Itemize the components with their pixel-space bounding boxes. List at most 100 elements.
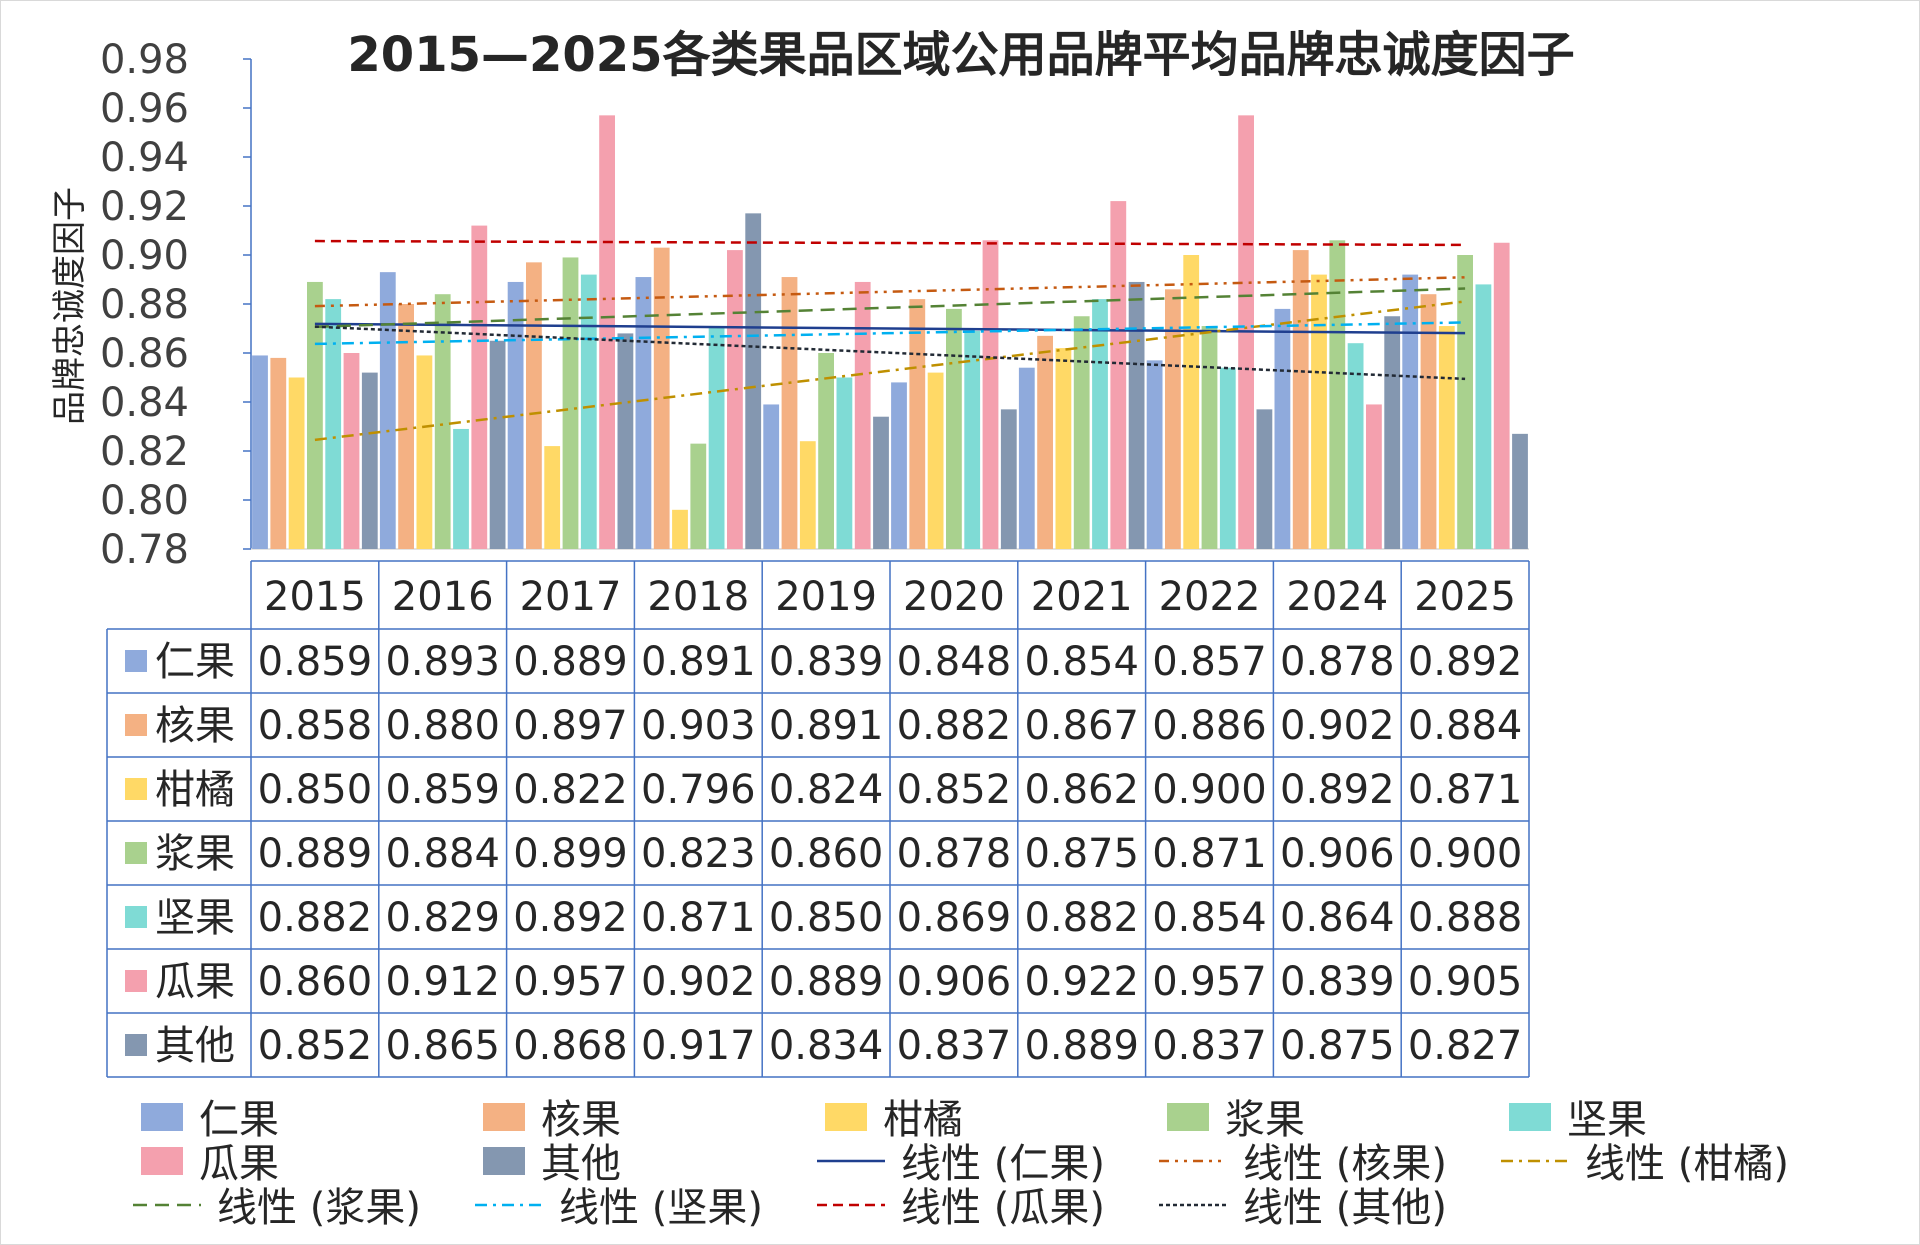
bar-坚果-2017 <box>580 274 597 549</box>
bar-瓜果-2015 <box>343 353 360 549</box>
trendline-浆果 <box>314 287 1466 329</box>
bar-柑橘-2022 <box>1183 255 1200 549</box>
table-cell: 0.852 <box>897 767 1012 813</box>
y-tick-label: 0.82 <box>100 429 189 475</box>
bar-浆果-2022 <box>1201 326 1218 549</box>
bar-瓜果-2020 <box>982 240 999 550</box>
bar-仁果-2018 <box>635 277 652 549</box>
legend-label: 柑橘 <box>883 1097 963 1143</box>
legend-swatch-瓜果 <box>141 1147 183 1175</box>
legend-label: 线性 (其他) <box>1243 1185 1447 1231</box>
y-tick-label: 0.96 <box>100 86 189 132</box>
y-tick-label: 0.84 <box>100 380 189 426</box>
table-row-key <box>125 970 147 992</box>
table-row-key <box>125 650 147 672</box>
bar-仁果-2025 <box>1402 274 1419 549</box>
bar-其他-2025 <box>1512 433 1528 549</box>
bar-核果-2025 <box>1420 294 1437 549</box>
y-tick-label: 0.90 <box>100 233 189 279</box>
table-cell: 0.871 <box>1152 831 1267 877</box>
table-cell: 0.899 <box>513 831 628 877</box>
bar-核果-2019 <box>781 277 798 549</box>
bar-瓜果-2017 <box>599 115 615 549</box>
table-cell: 0.882 <box>258 895 373 941</box>
bar-浆果-2024 <box>1329 240 1346 550</box>
table-cell: 0.854 <box>1152 895 1267 941</box>
bar-瓜果-2018 <box>727 250 743 549</box>
bar-柑橘-2015 <box>288 377 305 549</box>
table-cell: 0.859 <box>385 767 500 813</box>
table-cell: 0.860 <box>258 959 373 1005</box>
legend-swatch-仁果 <box>141 1103 183 1131</box>
table-header-cell: 2022 <box>1159 574 1261 620</box>
table-cell: 0.878 <box>897 831 1012 877</box>
table-cell: 0.892 <box>1280 767 1395 813</box>
table-cell: 0.796 <box>641 767 756 813</box>
table-cell: 0.906 <box>897 959 1012 1005</box>
bar-其他-2016 <box>489 340 506 549</box>
table-cell: 0.862 <box>1024 767 1139 813</box>
y-tick-label: 0.86 <box>100 331 189 377</box>
bar-其他-2022 <box>1256 409 1273 549</box>
table-cell: 0.850 <box>258 767 373 813</box>
trendline-瓜果 <box>314 239 1466 247</box>
table-cell: 0.889 <box>258 831 373 877</box>
table-cell: 0.824 <box>769 767 884 813</box>
bar-仁果-2016 <box>379 272 396 549</box>
legend-label: 坚果 <box>1567 1097 1647 1143</box>
chart-title: 2015—2025各类果品区域公用品牌平均品牌忠诚度因子 <box>347 27 1574 83</box>
table-cell: 0.869 <box>897 895 1012 941</box>
bar-坚果-2020 <box>964 330 981 549</box>
bar-其他-2017 <box>617 333 634 549</box>
table-cell: 0.891 <box>769 703 884 749</box>
table-row-label: 其他 <box>155 1023 235 1069</box>
table-cell: 0.834 <box>769 1023 884 1069</box>
table-header-cell: 2019 <box>775 574 877 620</box>
bar-浆果-2018 <box>690 443 707 549</box>
trendline-其他 <box>314 325 1466 381</box>
bar-柑橘-2025 <box>1438 326 1455 549</box>
table-cell: 0.886 <box>1152 703 1267 749</box>
bar-柑橘-2024 <box>1311 274 1327 549</box>
table-header-cell: 2020 <box>903 574 1005 620</box>
bar-瓜果-2021 <box>1110 201 1127 549</box>
table-cell: 0.902 <box>1280 703 1395 749</box>
table-header-cell: 2025 <box>1414 574 1516 620</box>
legend-swatch-柑橘 <box>825 1103 867 1131</box>
bars <box>252 115 1528 550</box>
y-axis-label: 品牌忠诚度因子 <box>50 187 90 425</box>
bar-核果-2016 <box>398 304 414 549</box>
table-cell: 0.957 <box>1152 959 1267 1005</box>
table-cell: 0.859 <box>258 639 373 685</box>
bar-柑橘-2018 <box>672 509 688 549</box>
table-header-cell: 2018 <box>647 574 749 620</box>
bar-其他-2015 <box>361 372 378 549</box>
bar-瓜果-2019 <box>854 281 871 549</box>
bar-其他-2020 <box>1000 409 1017 549</box>
legend-label: 线性 (瓜果) <box>901 1185 1105 1231</box>
bar-坚果-2024 <box>1347 343 1364 549</box>
table-cell: 0.823 <box>641 831 756 877</box>
table-cell: 0.878 <box>1280 639 1395 685</box>
bar-坚果-2019 <box>836 377 853 549</box>
legend-label: 线性 (坚果) <box>559 1185 763 1231</box>
table-row-label: 柑橘 <box>155 767 235 813</box>
legend-label: 线性 (核果) <box>1243 1141 1447 1187</box>
table-cell: 0.891 <box>641 639 756 685</box>
table-row-key <box>125 906 147 928</box>
bar-仁果-2015 <box>252 355 268 549</box>
table-cell: 0.867 <box>1024 703 1139 749</box>
trendline-坚果 <box>314 321 1466 346</box>
table-cell: 0.822 <box>513 767 628 813</box>
table-cell: 0.917 <box>641 1023 756 1069</box>
table-row-label: 核果 <box>155 703 235 749</box>
table-cell: 0.848 <box>897 639 1012 685</box>
bar-仁果-2017 <box>507 281 524 549</box>
table-row-label: 浆果 <box>155 831 235 877</box>
bar-仁果-2019 <box>763 404 780 549</box>
table-cell: 0.889 <box>1024 1023 1139 1069</box>
legend-label: 线性 (柑橘) <box>1585 1141 1789 1187</box>
bar-瓜果-2024 <box>1366 404 1382 549</box>
table-cell: 0.957 <box>513 959 628 1005</box>
